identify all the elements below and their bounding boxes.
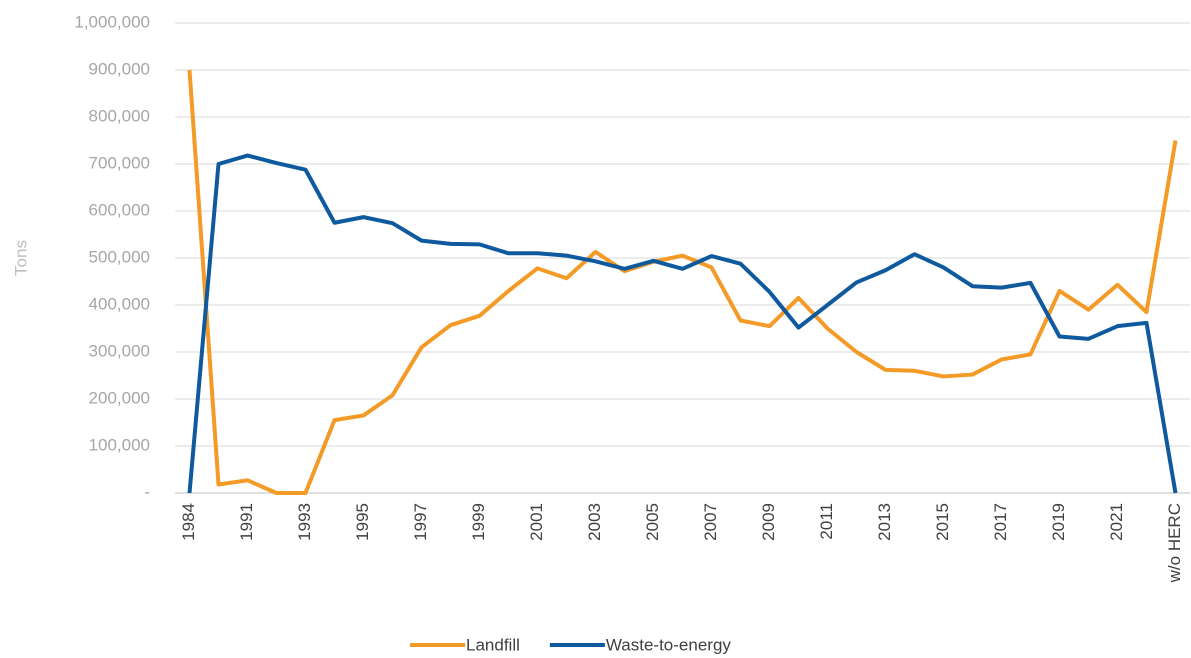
x-tick-label: 1984 [179, 503, 198, 541]
x-tick-label: 1997 [411, 503, 430, 541]
x-tick-label: 2021 [1107, 503, 1126, 541]
y-tick-label: 200,000 [89, 388, 150, 407]
y-tick-label: - [144, 482, 150, 501]
x-tick-label: w/o HERC [1165, 503, 1184, 583]
x-tick-label: 1991 [237, 503, 256, 541]
x-tick-label: 2011 [817, 503, 836, 540]
x-tick-label: 2009 [759, 503, 778, 541]
legend-label: Waste-to-energy [606, 635, 732, 654]
y-tick-label: 1,000,000 [74, 12, 150, 31]
y-tick-label: 800,000 [89, 106, 150, 125]
line-series [187, 153, 1178, 494]
x-tick-label: 1999 [469, 503, 488, 541]
legend-label: Landfill [466, 635, 520, 654]
x-tick-label: 2003 [585, 503, 604, 541]
y-tick-label: 300,000 [89, 341, 150, 360]
x-tick-label: 2019 [1049, 503, 1068, 541]
line-series [187, 69, 1178, 495]
y-tick-label: 500,000 [89, 247, 150, 266]
y-tick-label: 600,000 [89, 200, 150, 219]
y-tick-label: 900,000 [89, 59, 150, 78]
x-tick-label: 2013 [875, 503, 894, 541]
y-tick-label: 400,000 [89, 294, 150, 313]
x-tick-label: 2005 [643, 503, 662, 541]
y-tick-label: 700,000 [89, 153, 150, 172]
y-axis-label: Tons [11, 240, 30, 276]
y-tick-label: 100,000 [89, 435, 150, 454]
x-tick-label: 1993 [295, 503, 314, 541]
x-tick-label: 2015 [933, 503, 952, 541]
x-tick-label: 2017 [991, 503, 1010, 541]
x-tick-label: 2001 [527, 503, 546, 541]
x-tick-label: 1995 [353, 503, 372, 541]
x-tick-label: 2007 [701, 503, 720, 541]
